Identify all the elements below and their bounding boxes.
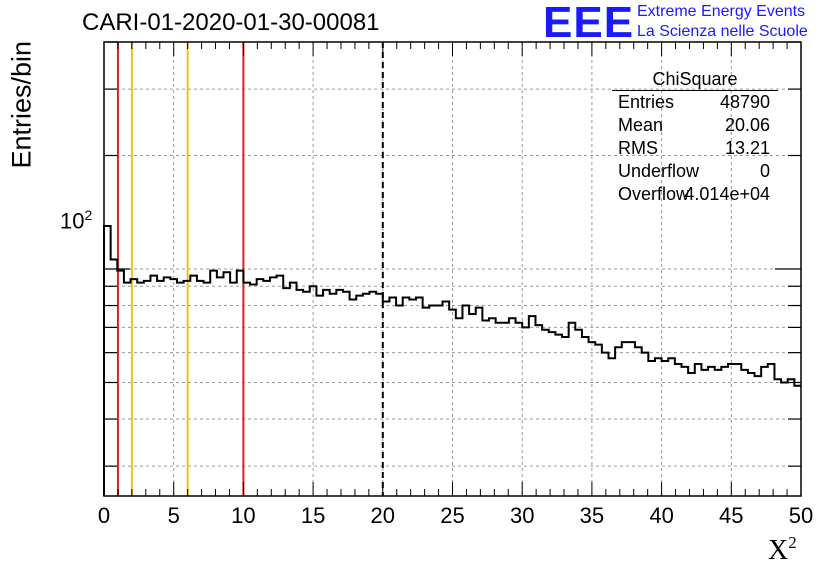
x-tick-label: 45 xyxy=(719,503,743,528)
stats-label: Underflow xyxy=(618,161,700,181)
y-tick-exponent: 2 xyxy=(84,207,93,223)
stats-row-underflow: Underflow 0 xyxy=(612,160,778,183)
x-tick-label: 25 xyxy=(440,503,464,528)
x-axis-label: X2 xyxy=(768,533,797,567)
stats-label: RMS xyxy=(618,138,658,158)
logo-text-line2: La Scienza nelle Scuole xyxy=(637,23,808,40)
x-tick-label: 35 xyxy=(580,503,604,528)
x-tick-label: 10 xyxy=(231,503,255,528)
x-tick-label: 20 xyxy=(371,503,395,528)
stats-value: 0 xyxy=(759,161,770,181)
x-tick-label: 30 xyxy=(510,503,534,528)
logo-text-line1: Extreme Energy Events xyxy=(637,3,806,20)
histogram-series xyxy=(103,225,801,496)
y-axis-label: Entries/bin xyxy=(6,40,37,169)
stats-label: Entries xyxy=(618,92,675,112)
stats-label: Overflow xyxy=(618,184,690,204)
stats-row-mean: Mean 20.06 xyxy=(612,114,778,137)
stats-row-rms: RMS 13.21 xyxy=(612,137,778,160)
x-tick-label: 15 xyxy=(301,503,325,528)
eee-logo: EEE xyxy=(543,0,635,47)
stats-value: 48790 xyxy=(719,92,770,112)
stats-value: 4.014e+04 xyxy=(684,184,770,204)
x-tick-labels: 0 5 10 15 20 25 30 35 40 45 50 xyxy=(98,503,813,528)
axis-ticks xyxy=(103,41,802,496)
x-tick-label: 50 xyxy=(789,503,813,528)
y-tick-base: 10 xyxy=(60,208,85,234)
stats-label: Mean xyxy=(618,115,664,135)
x-tick-label: 5 xyxy=(168,503,180,528)
stats-row-overflow: Overflow 4.014e+04 xyxy=(612,183,778,206)
y-tick-label-100: 102 xyxy=(60,207,92,234)
chart-title: CARI-01-2020-01-30-00081 xyxy=(82,9,380,36)
reference-lines xyxy=(116,42,384,496)
stats-box: ChiSquare Entries 48790 Mean 20.06 RMS 13.2… xyxy=(612,68,778,206)
x-axis-label-exponent: 2 xyxy=(788,533,797,552)
stats-box-title: ChiSquare xyxy=(612,68,778,91)
stats-value: 13.21 xyxy=(724,138,770,158)
x-tick-label: 0 xyxy=(98,503,110,528)
x-axis-label-base: X xyxy=(768,535,789,566)
x-tick-label: 40 xyxy=(649,503,673,528)
stats-value: 20.06 xyxy=(724,115,770,135)
histogram-steps xyxy=(103,225,801,496)
stats-row-entries: Entries 48790 xyxy=(612,91,778,114)
